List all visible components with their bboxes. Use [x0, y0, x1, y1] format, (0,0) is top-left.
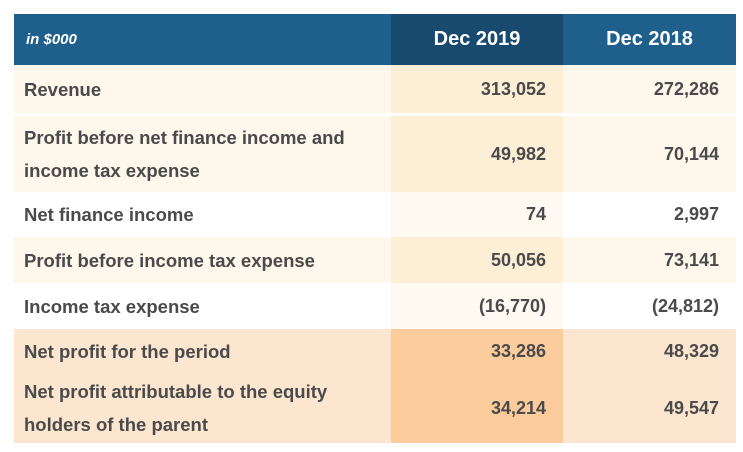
value-2018: 73,141	[563, 237, 736, 283]
value-2019: 34,214	[391, 373, 563, 443]
row-label: Profit before income tax expense	[14, 237, 391, 283]
table-row: Income tax expense (16,770) (24,812)	[14, 283, 736, 329]
value-2019: (16,770)	[391, 283, 563, 329]
column-header-dec-2019: Dec 2019	[391, 14, 563, 65]
financial-summary-table: in $000 Dec 2019 Dec 2018 Revenue 313,05…	[14, 14, 736, 443]
row-label: Net profit attributable to the equity ho…	[14, 373, 391, 443]
value-2018: 70,144	[563, 116, 736, 192]
table-header-row: in $000 Dec 2019 Dec 2018	[14, 14, 736, 65]
value-2019: 313,052	[391, 65, 563, 113]
table-row: Revenue 313,052 272,286	[14, 65, 736, 113]
value-2019: 74	[391, 192, 563, 237]
table-row: Net finance income 74 2,997	[14, 192, 736, 237]
value-2019: 49,982	[391, 116, 563, 192]
row-label: Net finance income	[14, 192, 391, 237]
unit-label: in $000	[14, 14, 391, 65]
table-row: Net profit attributable to the equity ho…	[14, 373, 736, 443]
value-2018: 2,997	[563, 192, 736, 237]
table-row: Profit before net finance income and inc…	[14, 116, 736, 192]
row-label: Net profit for the period	[14, 329, 391, 373]
table-row: Net profit for the period 33,286 48,329	[14, 329, 736, 373]
value-2018: 49,547	[563, 373, 736, 443]
column-header-dec-2018: Dec 2018	[563, 14, 736, 65]
value-2019: 50,056	[391, 237, 563, 283]
value-2019: 33,286	[391, 329, 563, 373]
value-2018: (24,812)	[563, 283, 736, 329]
value-2018: 272,286	[563, 65, 736, 113]
row-label: Profit before net finance income and inc…	[14, 116, 391, 192]
value-2018: 48,329	[563, 329, 736, 373]
row-label: Income tax expense	[14, 283, 391, 329]
table-row: Profit before income tax expense 50,056 …	[14, 237, 736, 283]
row-label: Revenue	[14, 65, 391, 113]
